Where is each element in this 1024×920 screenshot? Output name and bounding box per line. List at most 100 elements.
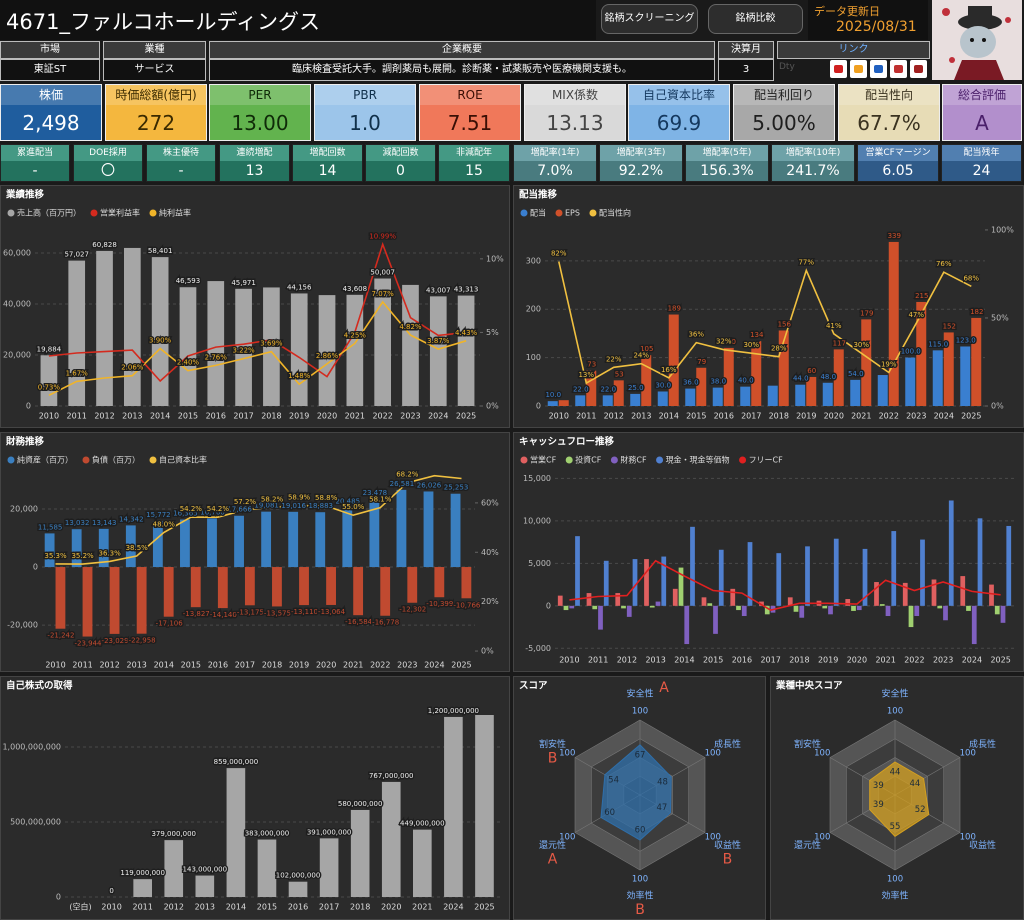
x-tick-label: 2011 (72, 661, 92, 670)
x-tick-label: 2018 (261, 412, 281, 421)
link-icon[interactable] (870, 60, 887, 78)
x-tick-label: 2020 (847, 656, 867, 665)
bar (461, 567, 472, 599)
link-icon-mark (834, 65, 843, 73)
x-tick-label: 2020 (316, 661, 336, 670)
bar (575, 395, 586, 406)
data-label: 58.9% (288, 494, 311, 502)
data-label: 25,253 (444, 484, 469, 492)
badge: 増配率(5年) 156.3% (685, 144, 769, 182)
data-label: 13,143 (92, 519, 117, 527)
link-icon[interactable] (910, 60, 927, 78)
x-tick-label: 2024 (934, 412, 954, 421)
bar (712, 387, 723, 406)
data-label: 25.0 (628, 384, 644, 392)
data-label: 45,971 (231, 279, 256, 287)
x-tick-label: 2018 (350, 903, 370, 912)
x-tick-label: 2013 (631, 412, 651, 421)
data-label: 449,000,000 (400, 820, 445, 828)
metric-value: 67.7% (857, 111, 921, 135)
bar (776, 553, 782, 606)
bar (109, 567, 120, 634)
radar-grade: A (659, 680, 669, 696)
x-tick-label: 2025 (961, 412, 981, 421)
data-label: 580,000,000 (338, 800, 383, 808)
x-tick-label: 2013 (127, 661, 147, 670)
legend-label: フリーCF (749, 456, 784, 465)
legend-label: 投資CF (575, 455, 602, 465)
radar-area (869, 761, 930, 837)
radar-max-label: 100 (887, 707, 903, 717)
bar (799, 605, 805, 618)
data-label: 22% (606, 355, 622, 363)
data-label: 1,200,000,000 (428, 707, 479, 715)
data-label: 19,016 (281, 502, 306, 510)
x-tick-label: 2012 (604, 412, 624, 421)
bar (861, 319, 872, 406)
radar-max-label: 100 (887, 875, 903, 885)
radar-value: 44 (890, 768, 901, 778)
link-icon[interactable] (890, 60, 907, 78)
x-tick-label: 2015 (703, 656, 723, 665)
bar (977, 518, 983, 606)
y-tick-label: 15,000 (523, 474, 551, 483)
bar (767, 385, 778, 406)
panel-title: 業績推移 (5, 189, 45, 201)
x-tick-label: 2021 (345, 412, 365, 421)
x-tick-label: 2012 (94, 412, 114, 421)
x-tick-label: 2018 (789, 656, 809, 665)
legend-label: 配当 (530, 208, 546, 218)
data-label: 36% (688, 331, 704, 339)
x-tick-label: 2016 (732, 656, 752, 665)
bar (557, 595, 563, 606)
radar-max-label: 100 (960, 749, 976, 759)
data-label: 57.2% (234, 498, 257, 506)
y-tick-label: 20,000 (10, 504, 38, 513)
y-tick-label: 5,000 (528, 559, 551, 568)
bar (598, 605, 603, 630)
badge-value: 〇 (74, 161, 142, 181)
radar-axis-label: 成長性 (714, 738, 741, 750)
radar-max-label: 100 (559, 749, 575, 759)
badge: 株主優待 - (146, 144, 216, 182)
radar-axis-label: 割安性 (794, 738, 821, 750)
badge-value: 15 (439, 161, 509, 181)
y-tick-label: 10,000 (523, 516, 551, 525)
x-tick-label: 2014 (150, 412, 170, 421)
link-icon[interactable] (850, 60, 867, 78)
bar (226, 768, 246, 897)
bar (891, 531, 897, 606)
screening-button[interactable]: 銘柄スクリーニング (601, 4, 698, 34)
data-label: 119,000,000 (120, 869, 165, 877)
y-tick-label: 60,000 (3, 249, 31, 258)
radar-axis-label: 収益性 (969, 839, 996, 851)
metric-card: 配当性向 67.7% (838, 84, 940, 141)
bar (125, 525, 136, 568)
radar-grade: B (723, 852, 733, 868)
badge-header: 増配率(5年) (686, 145, 768, 161)
bar (288, 511, 299, 568)
radar-value: 52 (915, 805, 926, 815)
badge-header: 非減配年 (439, 145, 509, 161)
page-title: 4671_ファルコホールディングス (6, 10, 321, 34)
link-icon[interactable] (830, 60, 847, 78)
legend-label: 負債（百万） (92, 455, 140, 465)
radar-grade: B (635, 902, 645, 918)
bar (908, 605, 914, 628)
legend-swatch (555, 209, 563, 217)
data-label: 20,485 (336, 498, 361, 506)
x-tick-label: 2025 (456, 412, 476, 421)
y-tick-label: 0 (26, 402, 31, 411)
x-tick-label: 2022 (904, 656, 924, 665)
link-icon-mark (874, 65, 883, 73)
data-label: -10,766 (453, 601, 481, 609)
legend-swatch (656, 456, 664, 464)
y-tick-label: 300 (526, 256, 541, 265)
bar (263, 287, 280, 406)
y-tick-label: 0 (33, 563, 38, 572)
x-tick-label: 2019 (289, 412, 309, 421)
bar (806, 376, 817, 406)
bar (644, 559, 649, 606)
y2-tick-label: 100% (991, 225, 1014, 234)
compare-button[interactable]: 銘柄比較 (708, 4, 803, 34)
